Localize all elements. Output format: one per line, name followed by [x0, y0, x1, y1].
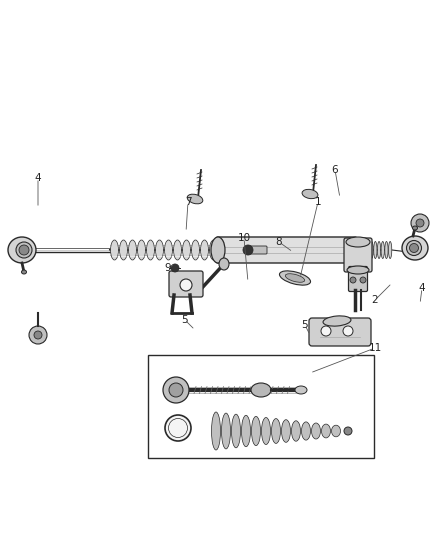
- Ellipse shape: [359, 241, 362, 259]
- Ellipse shape: [332, 425, 340, 437]
- Ellipse shape: [292, 421, 300, 441]
- FancyBboxPatch shape: [349, 266, 367, 292]
- Ellipse shape: [378, 241, 381, 259]
- Ellipse shape: [110, 240, 118, 260]
- Ellipse shape: [279, 271, 311, 285]
- Ellipse shape: [272, 418, 280, 443]
- Text: 11: 11: [368, 343, 381, 353]
- Ellipse shape: [120, 240, 127, 260]
- Bar: [148, 355, 374, 458]
- Text: 2: 2: [372, 295, 378, 305]
- Ellipse shape: [201, 240, 208, 260]
- Ellipse shape: [241, 415, 251, 447]
- Circle shape: [180, 279, 192, 291]
- Circle shape: [343, 326, 353, 336]
- Ellipse shape: [187, 194, 203, 204]
- Ellipse shape: [385, 241, 388, 259]
- Ellipse shape: [366, 241, 370, 259]
- Text: 5: 5: [182, 315, 188, 325]
- Ellipse shape: [21, 270, 27, 274]
- FancyBboxPatch shape: [216, 237, 357, 263]
- Ellipse shape: [406, 240, 421, 255]
- Ellipse shape: [8, 237, 36, 263]
- Ellipse shape: [413, 226, 417, 230]
- Ellipse shape: [232, 414, 240, 448]
- Circle shape: [350, 277, 356, 283]
- Text: 4: 4: [35, 173, 41, 183]
- Ellipse shape: [155, 240, 163, 260]
- Circle shape: [410, 244, 418, 253]
- Ellipse shape: [321, 424, 331, 438]
- Circle shape: [360, 277, 366, 283]
- Text: 1: 1: [314, 197, 321, 207]
- Ellipse shape: [251, 416, 261, 446]
- Ellipse shape: [219, 258, 229, 270]
- Ellipse shape: [381, 241, 385, 259]
- Ellipse shape: [222, 413, 230, 449]
- Text: 10: 10: [237, 233, 251, 243]
- Ellipse shape: [374, 241, 377, 259]
- Ellipse shape: [212, 412, 220, 450]
- Ellipse shape: [165, 415, 191, 441]
- Text: 5: 5: [302, 320, 308, 330]
- Text: 6: 6: [332, 165, 338, 175]
- Circle shape: [171, 264, 179, 272]
- Text: 9: 9: [165, 263, 171, 273]
- Ellipse shape: [209, 240, 217, 260]
- Ellipse shape: [128, 240, 137, 260]
- Circle shape: [416, 219, 424, 227]
- Ellipse shape: [344, 427, 352, 435]
- Ellipse shape: [363, 241, 366, 259]
- Circle shape: [169, 383, 183, 397]
- Ellipse shape: [191, 240, 199, 260]
- Ellipse shape: [169, 418, 187, 438]
- Ellipse shape: [138, 240, 145, 260]
- Circle shape: [29, 326, 47, 344]
- Ellipse shape: [251, 383, 271, 397]
- Ellipse shape: [389, 241, 392, 259]
- Text: 4: 4: [419, 283, 425, 293]
- Circle shape: [163, 377, 189, 403]
- Ellipse shape: [165, 240, 173, 260]
- FancyBboxPatch shape: [344, 238, 372, 272]
- Ellipse shape: [16, 242, 32, 258]
- Ellipse shape: [346, 237, 370, 247]
- Circle shape: [243, 245, 253, 255]
- Circle shape: [19, 245, 29, 255]
- Ellipse shape: [355, 241, 358, 259]
- Ellipse shape: [285, 274, 305, 282]
- Circle shape: [34, 331, 42, 339]
- FancyBboxPatch shape: [169, 271, 203, 297]
- Text: 8: 8: [276, 237, 283, 247]
- Ellipse shape: [211, 237, 225, 263]
- FancyBboxPatch shape: [309, 318, 371, 346]
- Ellipse shape: [183, 240, 191, 260]
- Ellipse shape: [301, 422, 311, 440]
- Ellipse shape: [282, 419, 290, 442]
- Ellipse shape: [147, 240, 155, 260]
- Ellipse shape: [295, 386, 307, 394]
- Ellipse shape: [370, 241, 373, 259]
- Ellipse shape: [347, 266, 369, 274]
- Ellipse shape: [302, 189, 318, 199]
- FancyBboxPatch shape: [247, 246, 267, 254]
- Ellipse shape: [261, 417, 271, 445]
- Circle shape: [411, 214, 429, 232]
- Ellipse shape: [402, 236, 428, 260]
- Ellipse shape: [311, 423, 321, 439]
- Ellipse shape: [173, 240, 181, 260]
- Ellipse shape: [323, 316, 351, 326]
- Circle shape: [321, 326, 331, 336]
- Text: 7: 7: [185, 197, 191, 207]
